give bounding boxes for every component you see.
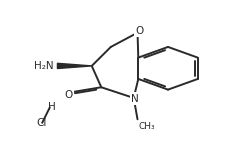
Text: CH₃: CH₃ xyxy=(138,122,155,131)
Polygon shape xyxy=(58,63,92,69)
Text: Cl: Cl xyxy=(36,118,46,128)
Text: H₂N: H₂N xyxy=(34,61,54,71)
Text: H: H xyxy=(48,102,56,112)
Text: O: O xyxy=(65,90,73,100)
Text: O: O xyxy=(135,26,144,36)
Text: N: N xyxy=(131,93,138,103)
